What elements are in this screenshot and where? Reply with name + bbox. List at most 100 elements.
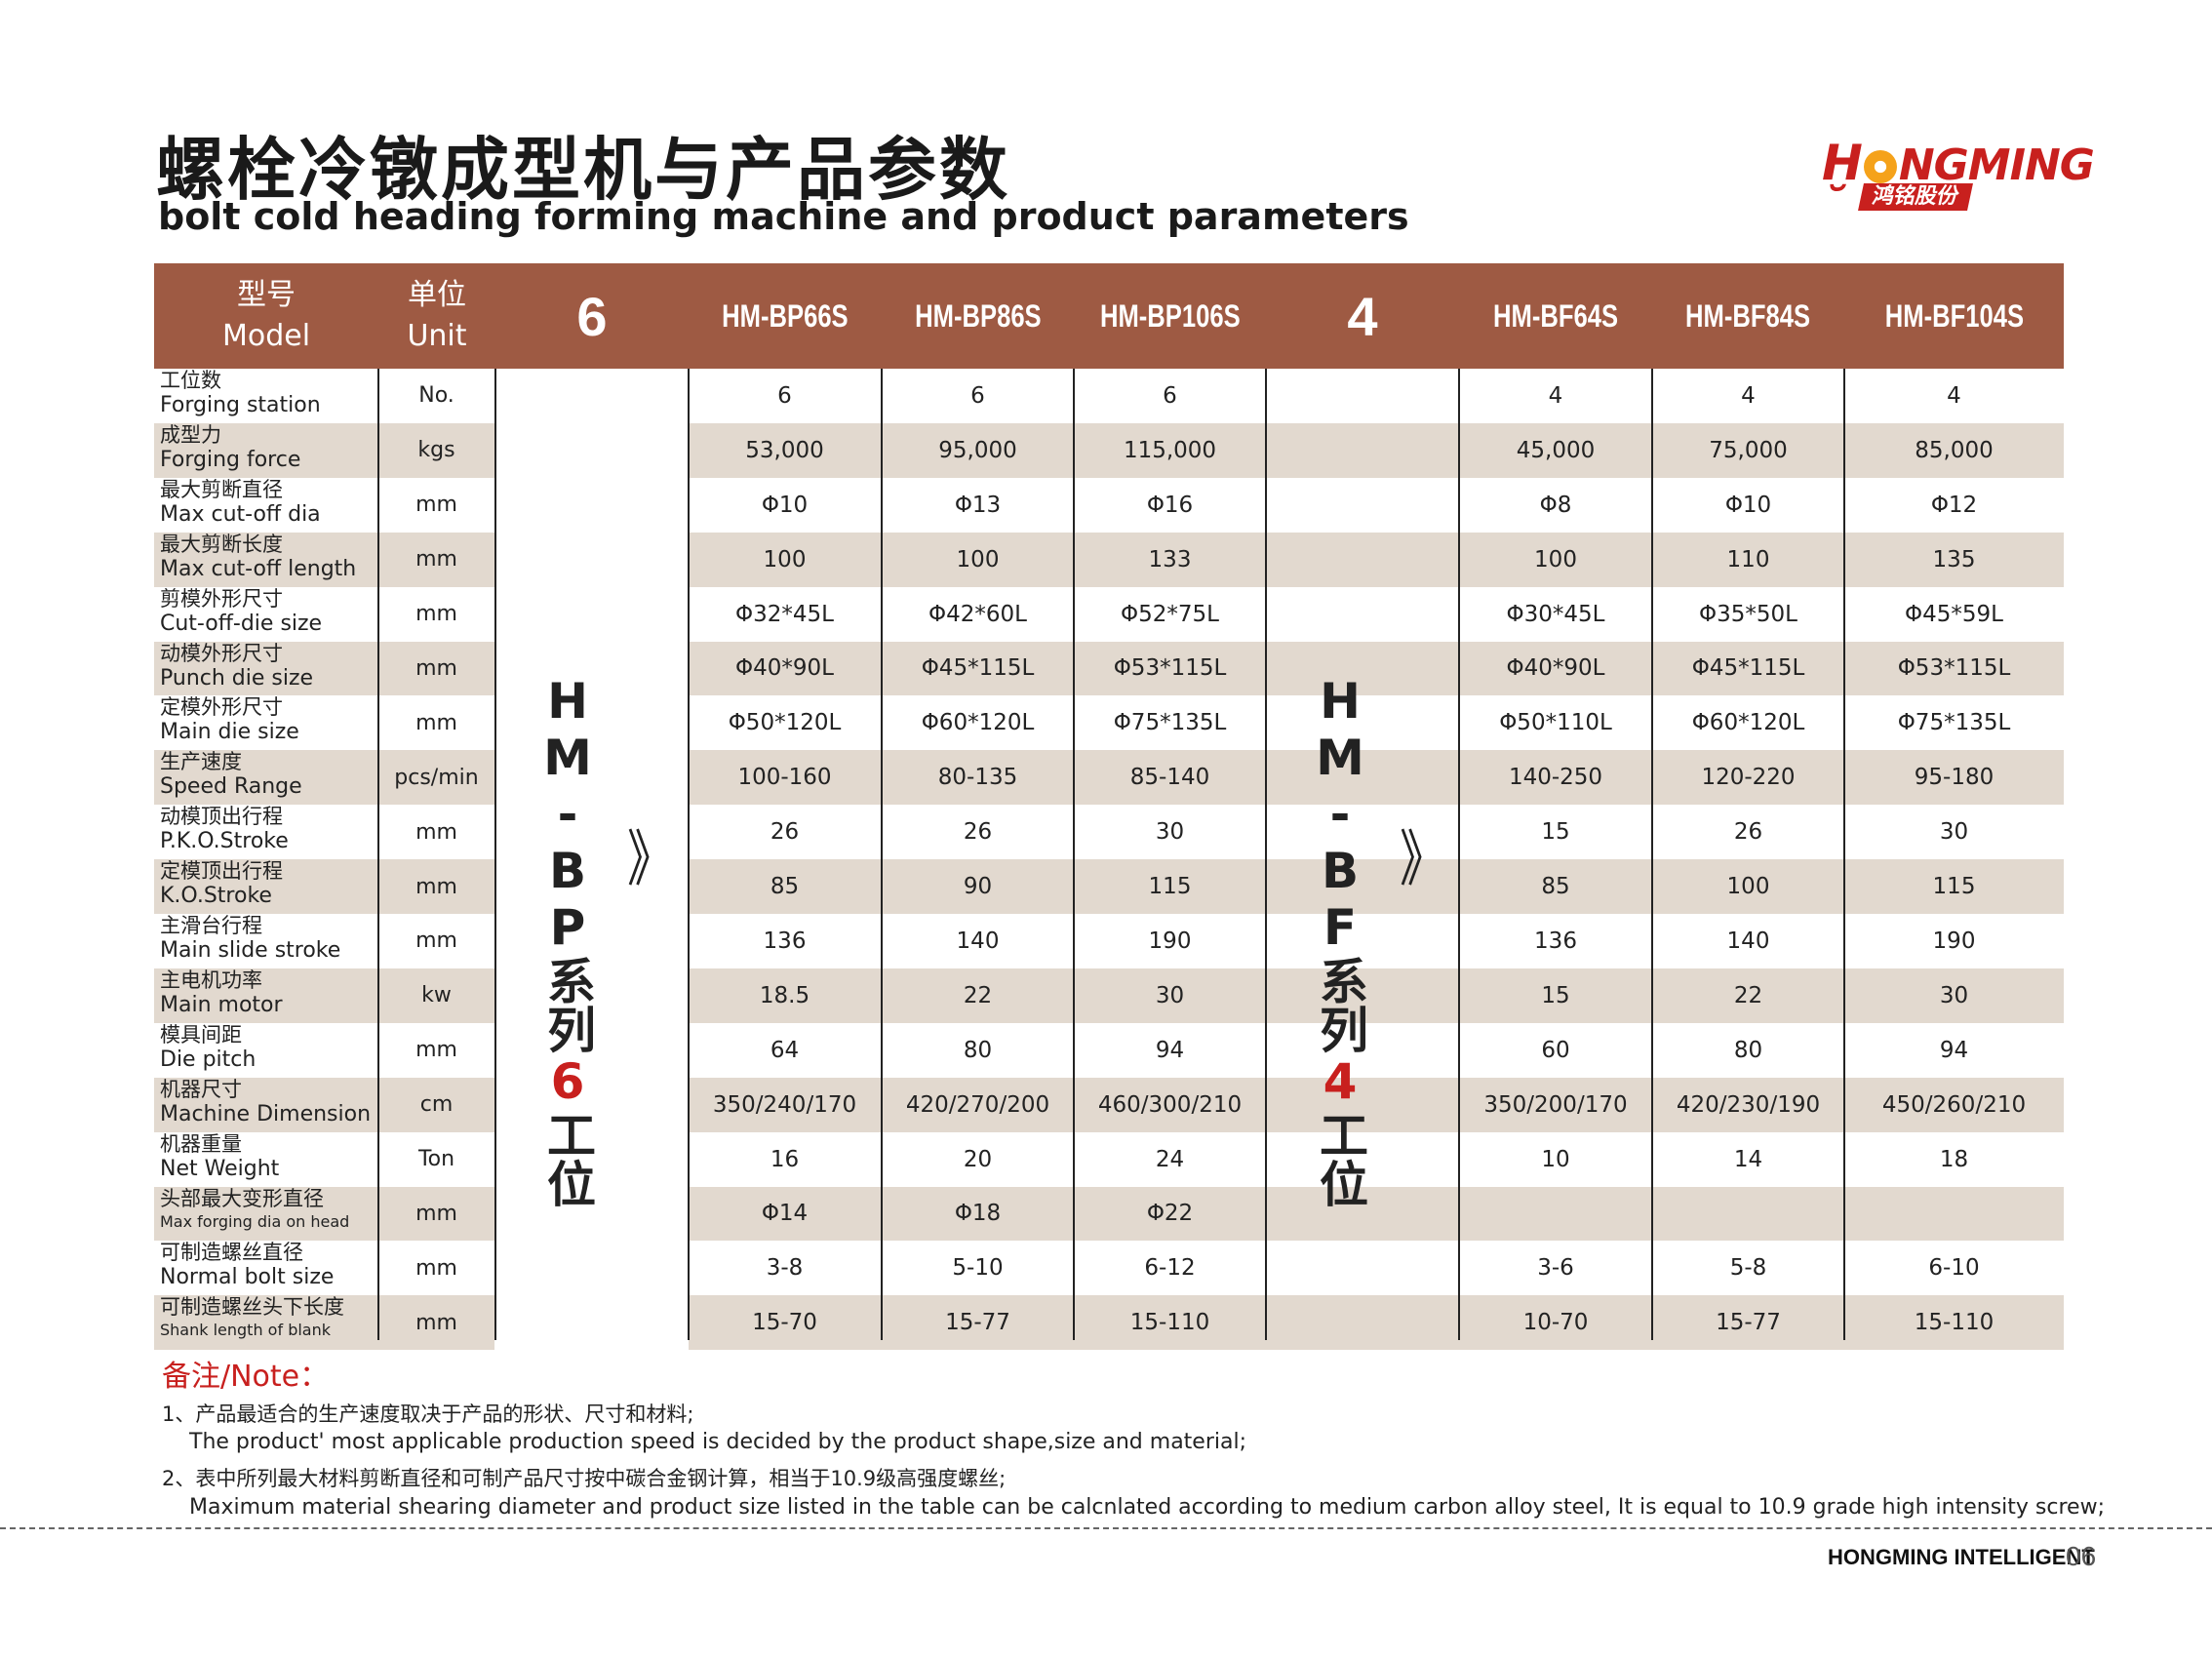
header-model: 型号 Model: [221, 278, 311, 353]
bp-value-cell: Φ14: [761, 1201, 809, 1227]
row-label-cn: 机器重量: [160, 1131, 242, 1156]
header-bp-model-2: HM-BP86S: [914, 297, 1042, 334]
bf-value-cell: Φ53*115L: [1897, 655, 2011, 682]
row-unit: pcs/min: [394, 765, 479, 790]
row-label-en: Main die size: [160, 720, 299, 745]
bf-value-cell: 18: [1939, 1146, 1969, 1172]
bf-value-cell: 5-8: [1729, 1255, 1767, 1282]
column-divider: [377, 369, 379, 1340]
bp-value-cell: Φ18: [954, 1201, 1002, 1227]
bp-value-cell: Φ10: [761, 492, 809, 518]
bf-value-cell: 100: [1726, 874, 1770, 900]
bp-value-cell: 420/270/200: [905, 1091, 1050, 1118]
row-unit: No.: [418, 383, 454, 409]
row-label: 动模外形尺寸 Punch die size: [160, 642, 376, 696]
bf-value-cell: 30: [1939, 982, 1969, 1008]
bf-value-cell: Φ35*50L: [1699, 601, 1797, 627]
bf-value-cell: Φ8: [1539, 492, 1572, 518]
row-label: 生产速度 Speed Range: [160, 750, 376, 805]
bf-value-cell: Φ12: [1930, 492, 1978, 518]
header-bp-model-1: HM-BP66S: [722, 297, 849, 334]
column-divider: [1458, 369, 1460, 1340]
row-label-en: Max cut-off length: [160, 556, 357, 581]
gear-icon: [1863, 150, 1897, 183]
row-label-en: Main motor: [160, 992, 283, 1017]
bp-value-cell: 136: [763, 928, 807, 954]
bf-value-cell: 75,000: [1709, 437, 1788, 463]
row-label-cn: 可制造螺丝直径: [160, 1241, 303, 1265]
table-row: 可制造螺丝头下长度 Shank length of blank mm 15-70 10-…: [154, 1295, 2064, 1351]
bf-arrow-icon: 》: [1400, 824, 1447, 895]
bp-value-cell: 94: [1155, 1037, 1185, 1063]
bf-value-cell: 450/260/210: [1881, 1091, 2027, 1118]
table-row: 成型力 Forging force kgs 53,000 45,000 95,000 75,…: [154, 422, 2064, 478]
bf-value-cell: 15-77: [1716, 1310, 1781, 1336]
bp-value-cell: Φ53*115L: [1113, 655, 1227, 682]
bp-value-cell: 95,000: [938, 437, 1017, 463]
bf-value-cell: [1844, 1187, 2064, 1242]
bp-value-cell: 6: [970, 382, 985, 409]
note-title: 备注/Note：: [162, 1360, 330, 1394]
bp-series-label: HM-BP系列6工位: [539, 673, 596, 1207]
bp-arrow-icon: 》: [627, 824, 675, 895]
row-unit: mm: [415, 874, 457, 899]
bp-value-cell: Φ22: [1146, 1201, 1194, 1227]
row-label-en: Normal bolt size: [160, 1265, 335, 1290]
row-unit: mm: [415, 928, 457, 954]
bf-value-cell: 26: [1733, 819, 1763, 846]
row-label-en: Shank length of blank: [160, 1321, 331, 1340]
row-label-cn: 定模外形尺寸: [160, 695, 283, 720]
row-label: 可制造螺丝直径 Normal bolt size: [160, 1241, 376, 1295]
row-label: 最大剪断直径 Max cut-off dia: [160, 478, 376, 533]
bf-value-cell: Φ50*110L: [1499, 710, 1612, 736]
row-unit: mm: [415, 655, 457, 681]
table-row: 可制造螺丝直径 Normal bolt size mm 3-8 3-6 5-10 5-8 6-…: [154, 1241, 2064, 1295]
bp-value-cell: 100: [763, 546, 807, 573]
bp-value-cell: Φ52*75L: [1121, 601, 1219, 627]
bf-value-cell: 420/230/190: [1676, 1091, 1821, 1118]
bp-value-cell: 100-160: [737, 765, 832, 791]
note-2-cn: 2、表中所列最大材料剪断直径和可制产品尺寸按中碳合金钢计算，相当于10.9级高强…: [162, 1467, 1007, 1490]
header-bp-model-3: HM-BP106S: [1099, 297, 1241, 334]
row-label-en: Main slide stroke: [160, 938, 341, 963]
table-row: 剪模外形尺寸 Cut-off-die size mm Φ32*45L Φ30*45L Φ4…: [154, 587, 2064, 642]
bf-value-cell: 14: [1733, 1146, 1763, 1172]
bp-value-cell: 85: [770, 874, 800, 900]
header-bp-count: 6: [576, 285, 608, 347]
bp-value-cell: 16: [770, 1146, 800, 1172]
row-label-en: Cut-off-die size: [160, 611, 323, 636]
bf-value-cell: 4: [1548, 382, 1563, 409]
bp-value-cell: 53,000: [745, 437, 824, 463]
bf-value-cell: 85: [1541, 874, 1570, 900]
row-label: 主滑台行程 Main slide stroke: [160, 914, 376, 968]
table-row: 最大剪断长度 Max cut-off length mm 100 100 100 110 13…: [154, 532, 2064, 587]
bf-value-cell: Φ40*90L: [1506, 655, 1605, 682]
row-label: 机器重量 Net Weight: [160, 1132, 376, 1187]
table-row: 主滑台行程 Main slide stroke mm 136 136 140 140 190 1…: [154, 914, 2064, 968]
page-title-cn: 螺栓冷镦成型机与产品参数: [156, 130, 1010, 210]
row-label-cn: 头部最大变形直径: [160, 1186, 324, 1210]
bp-value-cell: 140: [956, 928, 1000, 954]
bf-value-cell: 3-6: [1537, 1255, 1574, 1282]
header-bf-count: 4: [1347, 285, 1378, 347]
row-unit: mm: [415, 1255, 457, 1281]
row-label: 最大剪断长度 Max cut-off length: [160, 533, 376, 587]
spec-table: 型号 Model 单位 Unit 6 HM-BP66S HM-BP86S HM-BP…: [154, 263, 2064, 1351]
row-unit: mm: [415, 1201, 457, 1226]
bp-value-cell: 460/300/210: [1097, 1091, 1243, 1118]
bf-value-cell: 190: [1932, 928, 1976, 954]
bp-value-cell: 5-10: [952, 1255, 1004, 1282]
bp-value-cell: 6: [777, 382, 792, 409]
table-row: 动模外形尺寸 Punch die size mm Φ40*90L Φ40*90L Φ45*…: [154, 641, 2064, 696]
bf-value-cell: 15-110: [1914, 1310, 1995, 1336]
bf-value-cell: 115: [1932, 874, 1976, 900]
header-bf-model-1: HM-BF64S: [1492, 297, 1618, 334]
table-row: 模具间距 Die pitch mm 64 60 80 80 94 94: [154, 1023, 2064, 1078]
row-unit: mm: [415, 710, 457, 735]
bp-value-cell: 22: [963, 982, 993, 1008]
bp-value-cell: 30: [1155, 982, 1185, 1008]
bf-value-cell: Φ45*115L: [1691, 655, 1805, 682]
bp-value-cell: 6: [1163, 382, 1177, 409]
bp-value-cell: 18.5: [759, 982, 810, 1008]
table-header: [154, 263, 2064, 369]
